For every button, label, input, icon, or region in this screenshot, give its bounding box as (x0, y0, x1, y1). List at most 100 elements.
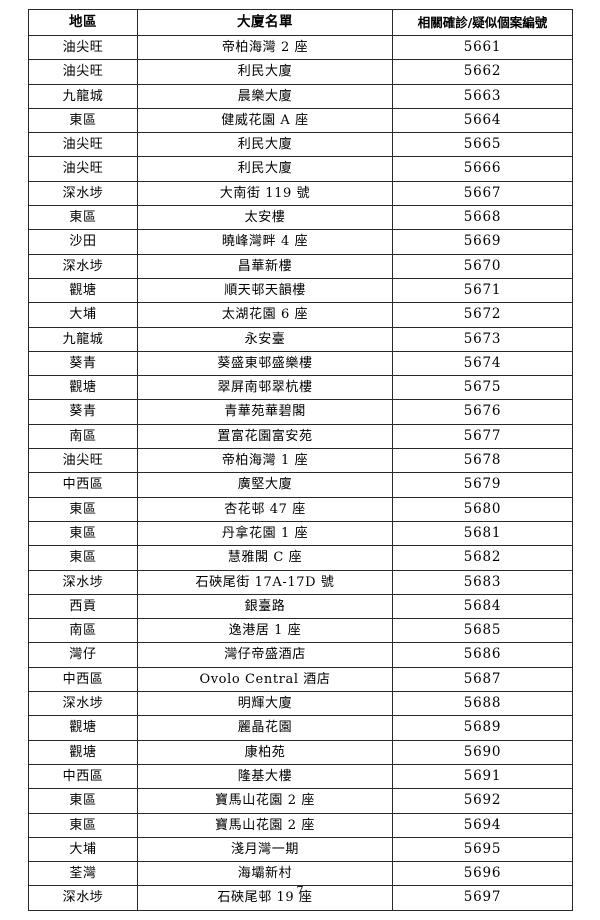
cell-district: 九龍城 (28, 83, 138, 109)
cell-building: 麗晶花園 (137, 715, 393, 741)
cell-district: 中西區 (28, 472, 138, 498)
cell-building: Ovolo Central 酒店 (137, 666, 393, 693)
cell-case-number: 5671 (392, 277, 573, 304)
table-row: 東區 寶馬山花園 2 座 5692 (28, 788, 573, 814)
cell-case-number: 5661 (392, 34, 573, 61)
table-row: 觀塘 麗晶花園 5689 (28, 715, 573, 741)
table-row: 深水埗 明輝大廈 5688 (28, 691, 573, 717)
cell-building: 隆基大樓 (137, 763, 393, 790)
table-row: 深水埗 大南街 119 號 5667 (28, 180, 573, 207)
table-row: 油尖旺 帝柏海灣 1 座 5678 (28, 448, 573, 474)
table-row: 葵青 青華苑華碧閣 5676 (28, 399, 573, 425)
cell-case-number: 5674 (392, 350, 573, 377)
cell-building: 利民大廈 (137, 132, 393, 158)
building-list-table-container: 地區 大廈名單 相關確診/疑似個案編號 油尖旺 帝柏海灣 2 座 5661 油尖旺 利民… (28, 9, 573, 911)
building-list-table: 地區 大廈名單 相關確診/疑似個案編號 油尖旺 帝柏海灣 2 座 5661 油尖旺 利民… (28, 9, 573, 911)
cell-district: 觀塘 (28, 739, 138, 765)
table-row: 東區 太安樓 5668 (28, 205, 573, 231)
column-header-case-number: 相關確診/疑似個案編號 (392, 9, 573, 36)
cell-building: 大南街 119 號 (137, 180, 393, 207)
cell-case-number: 5696 (392, 861, 573, 887)
cell-building: 寶馬山花園 2 座 (137, 788, 393, 814)
table-body: 油尖旺 帝柏海灣 2 座 5661 油尖旺 利民大廈 5662 九龍城 晨樂大廈 5663 東區健… (28, 34, 573, 911)
cell-district: 深水埗 (28, 885, 138, 911)
table-row: 中西區 Ovolo Central 酒店 5687 (28, 666, 573, 693)
cell-case-number: 5689 (392, 715, 573, 741)
table-row: 灣仔 灣仔帝盛酒店 5686 (28, 642, 573, 668)
cell-building: 置富花園富安苑 (137, 423, 393, 450)
cell-case-number: 5666 (392, 156, 573, 182)
cell-building: 康柏苑 (137, 739, 393, 765)
cell-case-number: 5685 (392, 618, 573, 644)
cell-building: 石硤尾邨 19 座 (137, 885, 393, 911)
cell-building: 杏花邨 47 座 (137, 496, 393, 522)
cell-district: 油尖旺 (28, 156, 138, 182)
cell-district: 葵青 (28, 350, 138, 377)
cell-building: 丹拿花園 1 座 (137, 520, 393, 547)
cell-case-number: 5688 (392, 691, 573, 717)
table-row: 觀塘 康柏苑 5690 (28, 739, 573, 765)
cell-district: 油尖旺 (28, 448, 138, 474)
table-row: 九龍城 晨樂大廈 5663 (28, 83, 573, 109)
cell-building: 順天邨天韻樓 (137, 277, 393, 304)
cell-case-number: 5668 (392, 205, 573, 231)
cell-case-number: 5672 (392, 302, 573, 328)
cell-case-number: 5684 (392, 593, 573, 620)
table-row: 中西區 廣堅大廈 5679 (28, 472, 573, 498)
table-row: 九龍城 永安臺 5673 (28, 326, 573, 352)
cell-building: 利民大廈 (137, 156, 393, 182)
cell-case-number: 5662 (392, 59, 573, 85)
cell-building: 逸港居 1 座 (137, 618, 393, 644)
cell-case-number: 5687 (392, 666, 573, 693)
cell-district: 東區 (28, 812, 138, 838)
cell-case-number: 5686 (392, 642, 573, 668)
cell-case-number: 5690 (392, 739, 573, 765)
cell-district: 東區 (28, 107, 138, 134)
cell-case-number: 5676 (392, 399, 573, 425)
cell-building: 銀臺路 (137, 593, 393, 620)
cell-district: 油尖旺 (28, 34, 138, 61)
cell-building: 太湖花園 6 座 (137, 302, 393, 328)
cell-case-number: 5695 (392, 836, 573, 863)
cell-case-number: 5664 (392, 107, 573, 134)
table-row: 南區 置富花園富安苑 5677 (28, 423, 573, 450)
cell-district: 西貢 (28, 593, 138, 620)
cell-case-number: 5670 (392, 253, 573, 279)
column-header-district: 地區 (28, 9, 138, 36)
cell-district: 葵青 (28, 399, 138, 425)
table-row: 深水埗 昌華新樓 5670 (28, 253, 573, 279)
cell-district: 油尖旺 (28, 59, 138, 85)
cell-building: 寶馬山花園 2 座 (137, 812, 393, 838)
cell-district: 東區 (28, 496, 138, 522)
cell-district: 深水埗 (28, 569, 138, 595)
cell-district: 東區 (28, 520, 138, 547)
table-row: 深水埗 石硤尾街 17A-17D 號 5683 (28, 569, 573, 595)
cell-building: 健威花園 A 座 (137, 107, 393, 134)
cell-district: 深水埗 (28, 691, 138, 717)
cell-building: 利民大廈 (137, 59, 393, 85)
cell-building: 海壩新村 (137, 861, 393, 887)
table-row: 荃灣 海壩新村 5696 (28, 861, 573, 887)
cell-building: 慧雅閣 C 座 (137, 545, 393, 571)
table-row: 東區 杏花邨 47 座 5680 (28, 496, 573, 522)
column-header-building: 大廈名單 (137, 9, 393, 36)
cell-district: 南區 (28, 423, 138, 450)
cell-case-number: 5682 (392, 545, 573, 571)
cell-district: 中西區 (28, 763, 138, 790)
cell-case-number: 5683 (392, 569, 573, 595)
cell-district: 九龍城 (28, 326, 138, 352)
cell-district: 大埔 (28, 836, 138, 863)
cell-case-number: 5680 (392, 496, 573, 522)
cell-district: 東區 (28, 545, 138, 571)
cell-case-number: 5669 (392, 229, 573, 255)
cell-case-number: 5697 (392, 885, 573, 911)
cell-building: 葵盛東邨盛樂樓 (137, 350, 393, 377)
table-row: 中西區 隆基大樓 5691 (28, 763, 573, 790)
cell-case-number: 5667 (392, 180, 573, 207)
cell-case-number: 5691 (392, 763, 573, 790)
table-row: 東區 慧雅閣 C 座 5682 (28, 545, 573, 571)
cell-district: 深水埗 (28, 180, 138, 207)
table-row: 油尖旺 利民大廈 5662 (28, 59, 573, 85)
cell-district: 荃灣 (28, 861, 138, 887)
cell-district: 沙田 (28, 229, 138, 255)
